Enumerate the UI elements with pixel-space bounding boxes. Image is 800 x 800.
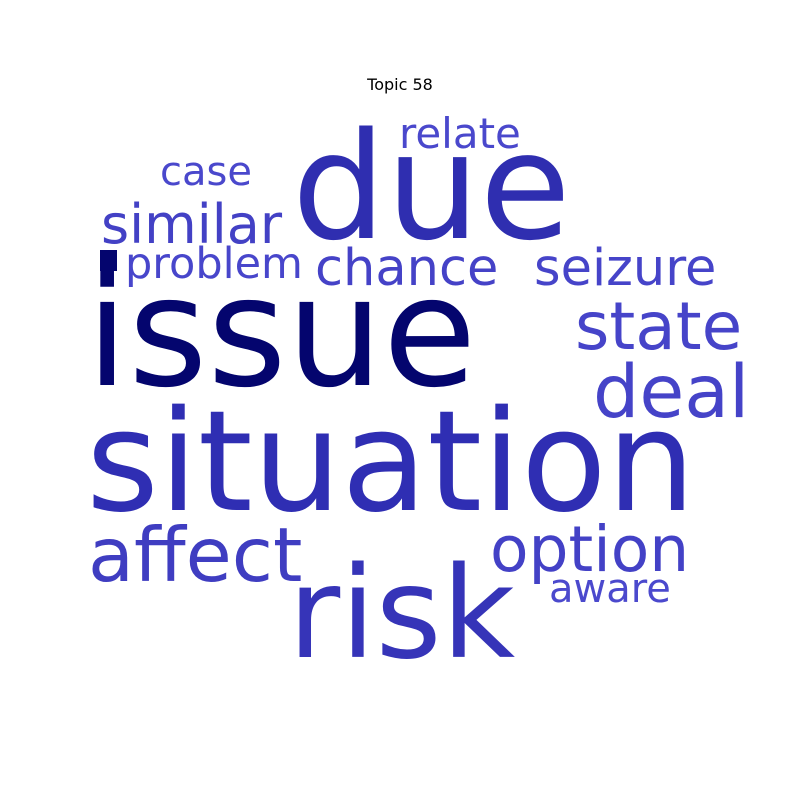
small-word-fragment <box>100 250 117 271</box>
word-affect: affect <box>88 511 303 599</box>
word-situation: situation <box>86 381 696 544</box>
word-issue: issue <box>86 244 477 421</box>
word-option: option <box>490 513 690 586</box>
word-relate: relate <box>399 109 521 158</box>
word-chance: chance <box>315 239 499 298</box>
word-aware: aware <box>549 566 671 612</box>
chart-title: Topic 58 <box>367 75 433 94</box>
word-case: case <box>160 149 252 195</box>
word-state: state <box>575 288 743 365</box>
word-due: due <box>292 101 571 273</box>
word-risk: risk <box>288 539 516 687</box>
word-deal: deal <box>593 350 750 435</box>
word-similar: similar <box>101 193 283 256</box>
word-seizure: seizure <box>534 239 717 298</box>
word-problem: problem <box>125 239 303 289</box>
